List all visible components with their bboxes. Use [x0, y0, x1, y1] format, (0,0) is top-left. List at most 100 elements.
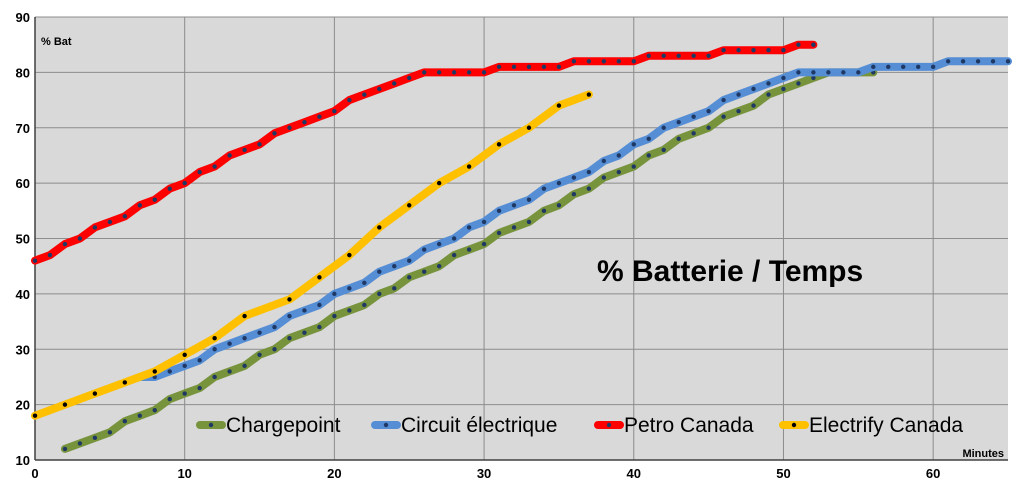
data-point	[1005, 59, 1011, 64]
data-point	[691, 114, 696, 119]
data-point	[691, 131, 696, 136]
data-point	[227, 153, 232, 158]
data-point	[242, 363, 247, 369]
y-tick-label: 10	[16, 453, 30, 468]
data-point	[975, 59, 981, 64]
data-point	[631, 164, 636, 169]
data-point	[407, 75, 412, 81]
data-point	[242, 313, 247, 319]
legend: Chargepoint Circuit électrique Petro Canad…	[196, 414, 963, 437]
legend-marker	[208, 422, 214, 428]
data-point	[676, 120, 681, 125]
data-point	[676, 53, 681, 58]
data-point	[691, 53, 696, 58]
legend-item: Circuit électrique	[371, 414, 557, 437]
data-point	[631, 142, 636, 147]
data-point	[571, 175, 577, 180]
data-point	[107, 219, 113, 225]
data-point	[212, 374, 217, 380]
y-tick-label: 40	[16, 287, 30, 302]
legend-label: Petro Canada	[624, 414, 754, 437]
y-tick-label: 50	[16, 232, 30, 247]
x-tick-label: 10	[177, 466, 191, 481]
data-point	[317, 114, 322, 119]
data-point	[631, 59, 636, 64]
data-point	[541, 208, 547, 214]
data-point	[616, 169, 621, 175]
y-tick-label: 90	[16, 10, 30, 25]
data-point	[481, 241, 487, 247]
data-point	[32, 413, 38, 418]
data-point	[646, 153, 651, 158]
data-point	[736, 92, 741, 97]
data-point	[92, 391, 98, 396]
data-point	[841, 70, 846, 75]
data-point	[661, 53, 666, 58]
data-point	[362, 280, 367, 285]
data-point	[586, 186, 592, 191]
x-tick-label: 40	[627, 466, 641, 481]
data-point	[616, 59, 621, 64]
data-point	[167, 396, 172, 402]
data-point	[676, 136, 681, 142]
data-point	[601, 175, 607, 180]
data-point	[227, 341, 232, 346]
x-tick-label: 60	[926, 466, 940, 481]
data-point	[377, 291, 382, 297]
data-point	[616, 153, 621, 158]
data-point	[317, 302, 322, 308]
legend-marker	[383, 422, 389, 428]
legend-label: Chargepoint	[226, 414, 341, 437]
data-point	[152, 407, 157, 413]
data-point	[182, 391, 187, 396]
data-point	[811, 75, 816, 81]
data-point	[107, 430, 113, 435]
x-axis-label: Minutes	[962, 448, 1004, 460]
series-1	[135, 57, 1012, 381]
legend-item: Chargepoint	[196, 414, 341, 437]
legend-marker	[606, 422, 612, 428]
data-point	[945, 59, 951, 64]
data-point	[526, 197, 532, 202]
data-point	[362, 92, 367, 97]
data-point	[706, 108, 711, 114]
data-point	[347, 97, 352, 103]
legend-label: Electrify Canada	[809, 414, 963, 437]
legend-item: Petro Canada	[594, 414, 754, 437]
data-point	[571, 59, 577, 64]
data-point	[661, 125, 666, 130]
data-point	[242, 147, 247, 153]
data-point	[556, 203, 562, 208]
data-point	[751, 86, 756, 92]
data-point	[122, 419, 128, 424]
data-point	[451, 252, 457, 258]
data-point	[197, 385, 202, 391]
data-point	[436, 263, 442, 269]
x-tick-label: 0	[31, 466, 38, 481]
data-point	[362, 302, 367, 308]
data-point	[706, 125, 711, 130]
data-point	[227, 369, 232, 374]
data-point	[466, 225, 472, 230]
data-point	[347, 286, 352, 291]
data-point	[422, 70, 427, 75]
data-point	[436, 241, 442, 247]
data-point	[766, 81, 771, 86]
data-point	[407, 203, 412, 208]
data-point	[422, 269, 427, 274]
data-point	[377, 86, 382, 92]
data-point	[796, 81, 801, 86]
data-point	[92, 435, 98, 441]
data-point	[661, 147, 666, 153]
data-point	[915, 64, 921, 70]
y-tick-label: 60	[16, 176, 30, 191]
data-point	[751, 48, 756, 53]
data-point	[811, 42, 816, 47]
data-point	[167, 186, 172, 191]
data-point	[182, 180, 187, 186]
data-point	[287, 313, 292, 319]
data-point	[62, 446, 68, 452]
data-point	[392, 286, 397, 291]
data-point	[377, 225, 382, 230]
